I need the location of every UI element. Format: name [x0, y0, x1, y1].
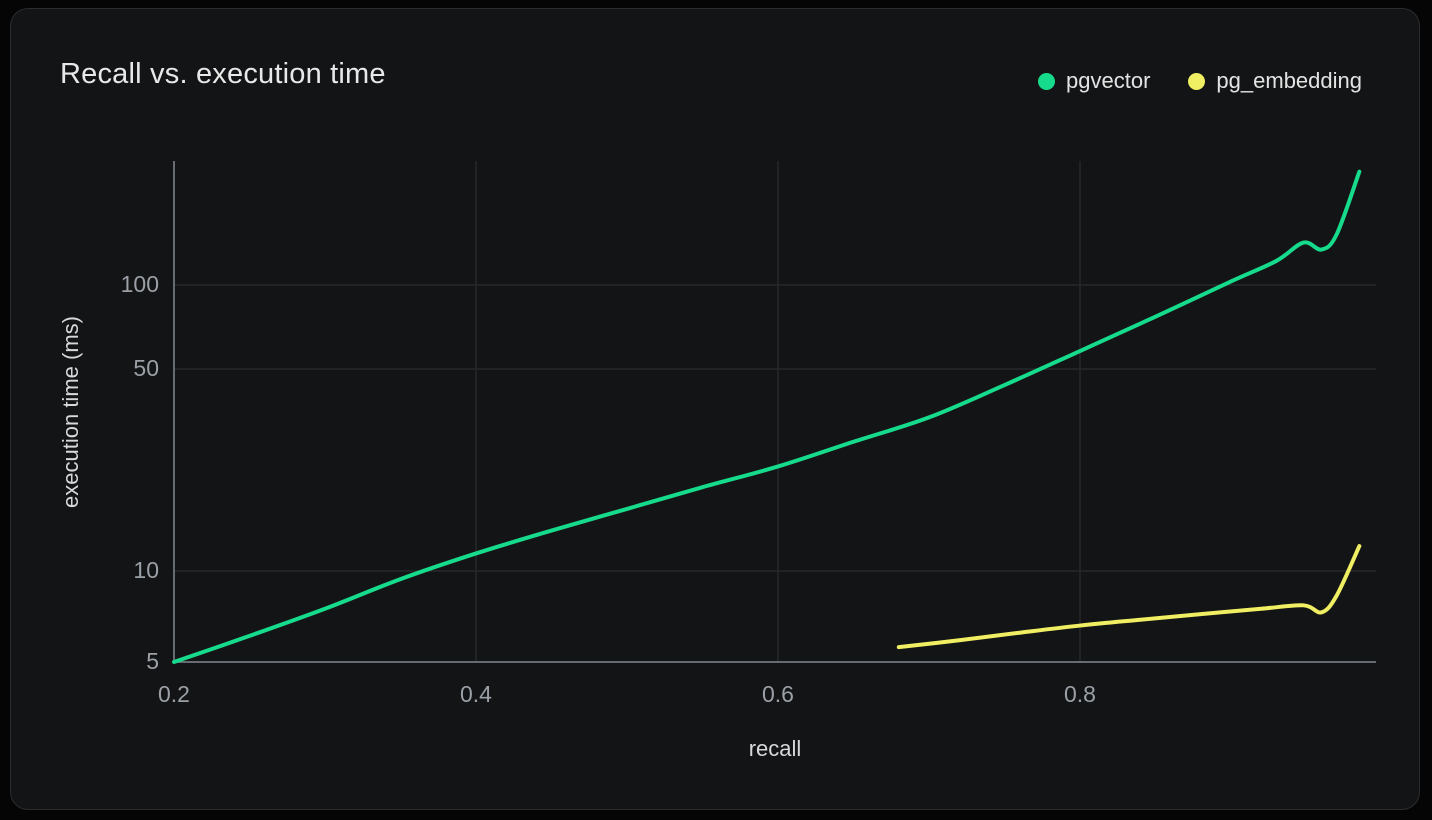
legend-label-pg-embedding: pg_embedding	[1216, 68, 1362, 93]
pg-embedding-series-dot-icon	[1188, 72, 1206, 90]
legend-label-pgvector: pgvector	[1066, 68, 1151, 93]
legend: pgvector pg_embedding	[1038, 68, 1362, 94]
chart-title: Recall vs. execution time	[60, 58, 386, 90]
chart-card	[10, 8, 1420, 810]
legend-item-pgvector[interactable]: pgvector	[1038, 68, 1150, 94]
pgvector-series-dot-icon	[1038, 72, 1056, 90]
legend-item-pg-embedding[interactable]: pg_embedding	[1188, 68, 1362, 94]
